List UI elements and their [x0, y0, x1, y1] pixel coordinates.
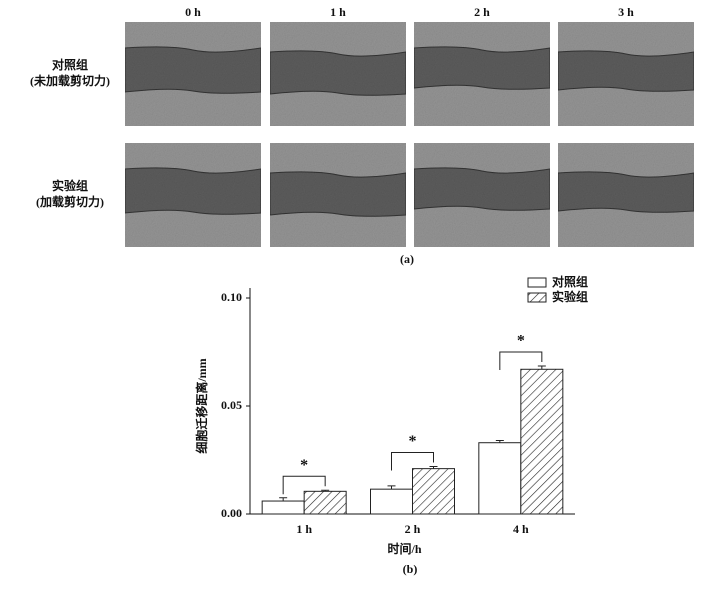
error-bar [321, 489, 330, 492]
x-tick-label: 4 h [513, 522, 529, 536]
error-bar [387, 485, 396, 490]
significance-bracket [499, 351, 543, 371]
x-tick-label: 2 h [405, 522, 421, 536]
error-bar [495, 440, 504, 443]
chart: 0.00 0.05 0.10 细胞迁移距离/mm 时间/h (b) 1 h * 2 h * 4 h *… [194, 274, 588, 576]
panel-label: (b) [403, 562, 418, 576]
significance-mark: * [409, 433, 417, 450]
bar [520, 368, 564, 515]
y-tick-label: 0.05 [221, 398, 242, 412]
scratch-band [557, 171, 695, 213]
scratch-band [124, 46, 262, 94]
scratch-band [269, 50, 407, 96]
y-axis-label: 细胞迁移距离/mm [194, 358, 209, 453]
bar [412, 468, 455, 515]
y-tick-label: 0.10 [221, 290, 242, 304]
row-label: (加载剪切力) [36, 194, 104, 209]
scratch-band [557, 50, 695, 92]
significance-bracket [391, 451, 434, 471]
micrograph [124, 143, 262, 247]
scratch-band [269, 171, 407, 217]
bar [478, 442, 522, 515]
row-label: 对照组 [52, 57, 88, 72]
micrograph [269, 22, 407, 126]
micrograph [269, 143, 407, 247]
micrograph [557, 143, 695, 247]
row-label: (未加载剪切力) [30, 73, 110, 88]
row-label: 实验组 [52, 178, 88, 193]
significance-bracket [282, 475, 326, 495]
legend-label: 对照组 [552, 274, 588, 289]
y-tick-label: 0.00 [221, 506, 242, 520]
bar [261, 500, 305, 515]
significance-mark: * [300, 457, 308, 474]
micrograph [124, 22, 262, 126]
micrographs: 0 h 1 h 2 h 3 h 对照组(未加载剪切力) 实验组(加载剪切力) [30, 5, 695, 247]
error-bar [429, 465, 438, 469]
legend-swatch [527, 292, 547, 303]
error-bar [279, 497, 288, 502]
micrograph [557, 22, 695, 126]
column-header: 1 h [330, 5, 346, 19]
bar [370, 488, 413, 515]
x-axis-label: 时间/h [387, 541, 421, 556]
x-tick-label: 1 h [296, 522, 312, 536]
bar [303, 490, 347, 515]
error-bar [537, 365, 546, 370]
column-header: 2 h [474, 5, 490, 19]
legend-label: 实验组 [552, 289, 588, 304]
scratch-band [124, 167, 262, 215]
scratch-band [413, 167, 551, 211]
panel-label: (a) [400, 252, 414, 266]
legend-swatch [527, 277, 547, 288]
significance-mark: * [517, 333, 525, 350]
column-header: 3 h [618, 5, 634, 19]
column-header: 0 h [185, 5, 201, 19]
micrograph [413, 143, 551, 247]
micrograph [413, 22, 551, 126]
scratch-band [413, 46, 551, 90]
